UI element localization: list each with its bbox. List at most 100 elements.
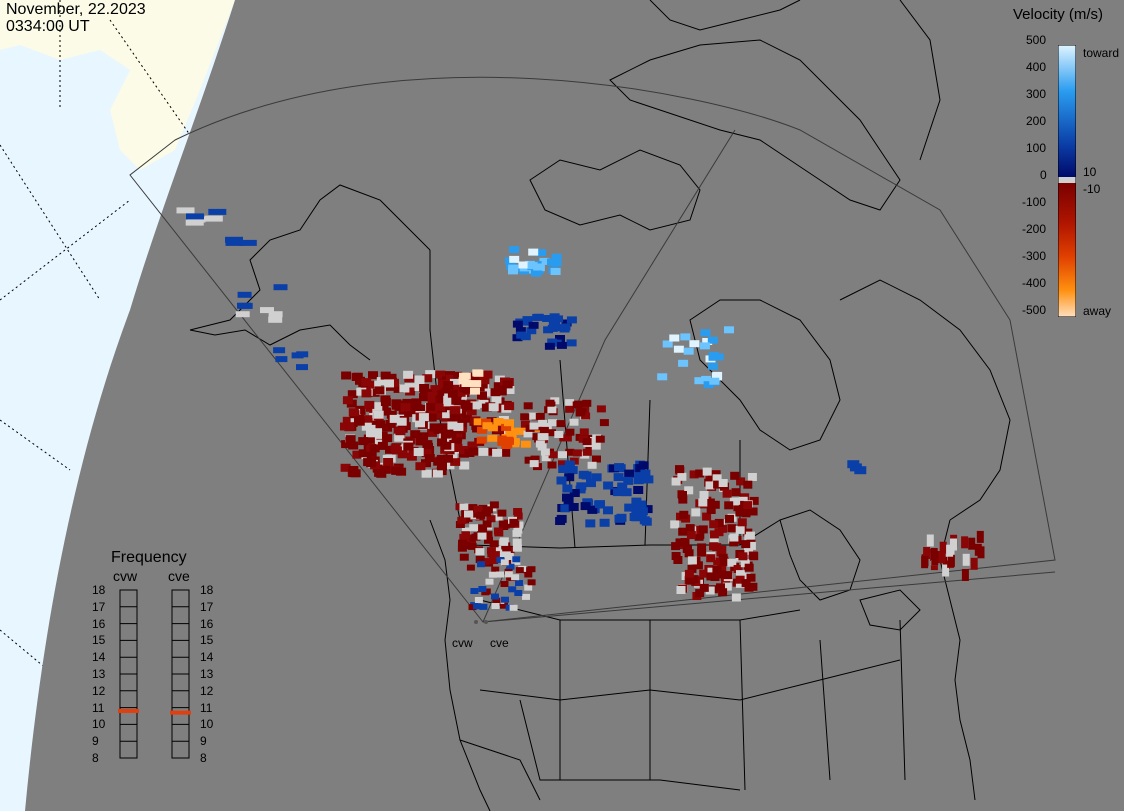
scatter-cell — [354, 414, 364, 423]
scatter-cell — [509, 440, 520, 448]
scatter-cell — [449, 411, 460, 420]
scatter-cell — [695, 530, 705, 539]
scatter-cell — [586, 479, 596, 488]
colorbar-tick: -100 — [1022, 195, 1047, 209]
scatter-cell — [459, 372, 469, 380]
scatter-cell — [491, 603, 500, 609]
scatter-cell — [467, 374, 478, 383]
scatter-cell — [526, 327, 537, 335]
scatter-cell — [494, 424, 505, 433]
scatter-cell — [564, 473, 575, 482]
scatter-cell — [687, 556, 697, 565]
frequency-tick-left: 15 — [92, 633, 106, 648]
scatter-cell — [599, 419, 609, 427]
scatter-cell — [422, 374, 433, 383]
scatter-cell — [539, 426, 549, 434]
frequency-tick-right: 18 — [200, 583, 214, 597]
scatter-cell — [565, 399, 575, 407]
scatter-cell — [424, 454, 435, 462]
scatter-cell — [731, 488, 741, 497]
scatter-cell — [708, 353, 719, 361]
scatter-cell — [572, 449, 582, 457]
scatter-cell — [273, 284, 288, 291]
scatter-cell — [527, 579, 536, 586]
scatter-cell — [413, 448, 424, 456]
scatter-cell — [508, 586, 517, 593]
scatter-cell — [344, 423, 355, 432]
scatter-cell — [938, 551, 946, 564]
scatter-cell — [443, 395, 454, 404]
scatter-cell — [535, 412, 545, 420]
scatter-cell — [718, 588, 728, 597]
scatter-cell — [449, 378, 460, 387]
scatter-cell — [225, 239, 244, 246]
scatter-cell — [459, 553, 469, 561]
scatter-cell — [562, 484, 573, 493]
scatter-cell — [591, 473, 602, 482]
scatter-cell — [366, 459, 377, 468]
scatter-cell — [482, 422, 493, 430]
scatter-cell — [702, 338, 713, 345]
scatter-cell — [457, 544, 467, 552]
scatter-cell — [415, 437, 426, 446]
scatter-cell — [744, 583, 754, 592]
scatter-cell — [185, 219, 204, 226]
scatter-cell — [436, 454, 447, 463]
scatter-cell — [470, 401, 481, 410]
scatter-cell — [515, 567, 524, 574]
scatter-cell — [505, 604, 514, 611]
colorbar-away-label: away — [1083, 304, 1112, 318]
scatter-cell — [384, 379, 394, 388]
scatter-cell — [437, 462, 447, 471]
scatter-cell — [380, 371, 391, 380]
scatter-cell — [729, 497, 739, 506]
scatter-cell — [725, 514, 734, 523]
scatter-cell — [616, 513, 627, 522]
scatter-cell — [443, 454, 453, 463]
scatter-cell — [550, 268, 561, 275]
scatter-cell — [712, 565, 722, 574]
scatter-cell — [452, 443, 463, 452]
scatter-cell — [705, 498, 715, 507]
scatter-cell — [730, 471, 740, 480]
scatter-cell — [563, 496, 574, 505]
scatter-cell — [621, 488, 632, 497]
scatter-cell — [695, 469, 705, 478]
scatter-cell — [235, 311, 250, 318]
scatter-cell — [703, 381, 714, 389]
scatter-cell — [744, 546, 753, 555]
scatter-cell — [569, 418, 579, 426]
scatter-cell — [580, 502, 591, 511]
scatter-cell — [449, 384, 460, 393]
scatter-cell — [684, 549, 694, 558]
scatter-cell — [438, 379, 448, 388]
scatter-cell — [581, 412, 591, 420]
scatter-cell — [435, 403, 446, 412]
scatter-cell — [458, 539, 467, 547]
frequency-tick-left: 10 — [92, 717, 106, 732]
colorbar-tick: 300 — [1026, 87, 1047, 101]
scatter-cell — [687, 564, 697, 573]
scatter-cell — [854, 466, 867, 475]
scatter-cell — [477, 532, 487, 540]
scatter-cell — [529, 460, 539, 468]
scatter-cell — [237, 291, 252, 298]
scatter-cell — [406, 452, 417, 461]
scatter-cell — [702, 467, 712, 476]
scatter-cell — [698, 498, 708, 507]
colorbar-tick: -300 — [1022, 249, 1047, 263]
scatter-cell — [532, 313, 543, 321]
scatter-cell — [482, 370, 493, 379]
scatter-cell — [386, 410, 397, 419]
scatter-cell — [469, 524, 479, 532]
scatter-cell — [684, 486, 694, 495]
scatter-cell — [528, 412, 538, 420]
scatter-cell — [461, 531, 471, 539]
scatter-cell — [961, 569, 969, 581]
scatter-cell — [459, 461, 470, 470]
scatter-cell — [579, 428, 589, 436]
scatter-cell — [714, 518, 724, 527]
scatter-cell — [461, 414, 472, 423]
scatter-cell — [680, 333, 691, 341]
scatter-cell — [542, 423, 552, 430]
